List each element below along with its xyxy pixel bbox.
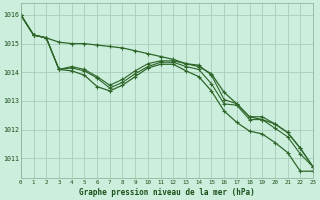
X-axis label: Graphe pression niveau de la mer (hPa): Graphe pression niveau de la mer (hPa): [79, 188, 255, 197]
